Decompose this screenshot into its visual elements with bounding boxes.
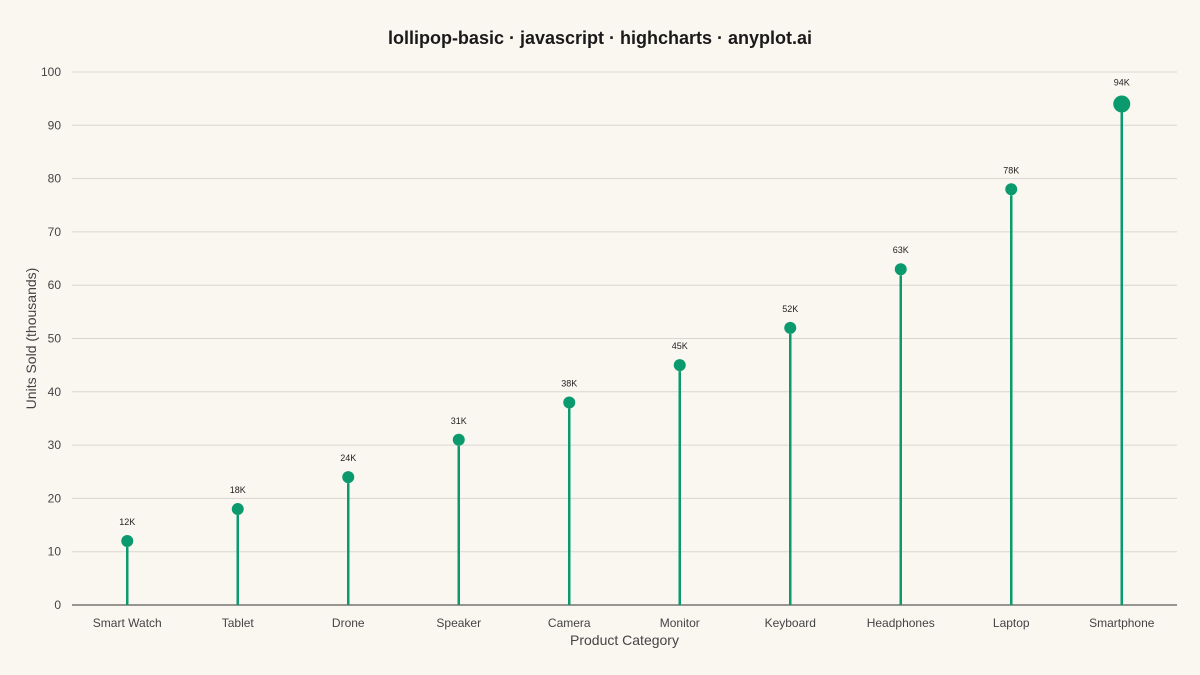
data-label: 18K [230, 485, 246, 495]
lollipop-dots [121, 95, 1131, 548]
lollipop-dot[interactable] [1113, 95, 1131, 113]
data-label: 24K [340, 453, 356, 463]
y-tick-label: 100 [41, 65, 61, 79]
y-tick-label: 30 [48, 438, 62, 452]
y-tick-label: 50 [48, 332, 62, 346]
y-tick-label: 70 [48, 225, 62, 239]
x-category-label: Drone [332, 616, 365, 630]
y-tick-label: 20 [48, 491, 62, 505]
lollipop-dot[interactable] [1005, 183, 1018, 196]
data-label: 45K [672, 341, 688, 351]
x-category-label: Tablet [222, 616, 255, 630]
chart-title: lollipop-basic · javascript · highcharts… [388, 28, 812, 48]
lollipop-dot[interactable] [452, 433, 465, 446]
x-axis-title: Product Category [570, 632, 679, 648]
x-category-label: Keyboard [765, 616, 816, 630]
lollipop-dot[interactable] [784, 321, 797, 334]
data-label: 31K [451, 416, 467, 426]
x-category-label: Monitor [660, 616, 700, 630]
data-label: 63K [893, 245, 909, 255]
x-category-label: Speaker [436, 616, 481, 630]
lollipop-dot[interactable] [563, 396, 576, 409]
data-labels: 12K 18K 24K 31K 38K 45K 52K 63K 78K 94K [119, 77, 1130, 527]
y-tick-label: 80 [48, 172, 62, 186]
data-label: 94K [1114, 77, 1130, 87]
y-tick-label: 0 [54, 598, 61, 612]
grid-lines [72, 71, 1177, 553]
lollipop-dot[interactable] [121, 535, 134, 548]
lollipop-dot[interactable] [342, 471, 355, 484]
x-category-label: Smart Watch [93, 616, 162, 630]
data-label: 78K [1003, 165, 1019, 175]
lollipop-stems [126, 112, 1123, 605]
lollipop-dot[interactable] [231, 503, 244, 516]
y-tick-label: 90 [48, 118, 62, 132]
x-category-label: Headphones [867, 616, 935, 630]
x-category-label: Smartphone [1089, 616, 1155, 630]
y-axis-ticks: 0 10 20 30 40 50 60 70 80 90 100 [41, 65, 61, 612]
lollipop-dot[interactable] [673, 359, 686, 372]
x-category-label: Laptop [993, 616, 1030, 630]
x-axis-categories: Smart Watch Tablet Drone Speaker Camera Monit… [93, 616, 1155, 630]
y-tick-label: 40 [48, 385, 62, 399]
y-tick-label: 10 [48, 545, 62, 559]
data-label: 38K [561, 378, 577, 388]
data-label: 12K [119, 517, 135, 527]
y-axis-title: Units Sold (thousands) [23, 268, 39, 410]
x-category-label: Camera [548, 616, 591, 630]
data-label: 52K [782, 304, 798, 314]
lollipop-dot[interactable] [894, 263, 907, 276]
y-tick-label: 60 [48, 278, 62, 292]
